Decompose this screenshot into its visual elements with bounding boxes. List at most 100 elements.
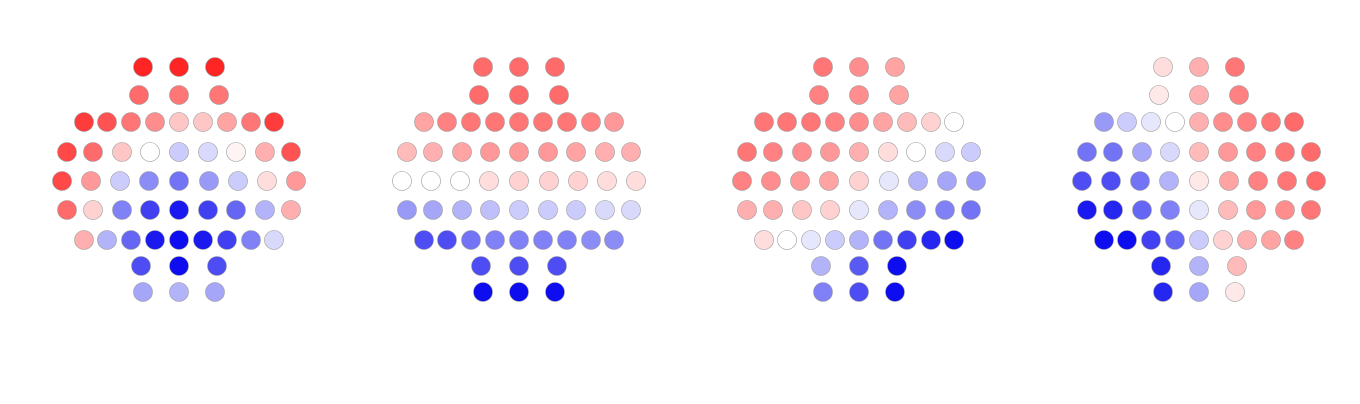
electrode-point [763, 142, 783, 162]
electrode-point [74, 112, 94, 132]
electrode-point [1284, 230, 1304, 250]
electrode-point [461, 230, 481, 250]
electrode-point [1306, 171, 1326, 191]
electrode-point [1213, 230, 1233, 250]
electrode-point [1225, 57, 1245, 77]
electrode-point [437, 112, 457, 132]
electrode-point [801, 230, 821, 250]
electrode-point [801, 112, 821, 132]
electrode-point [825, 112, 845, 132]
electrode-point [621, 142, 641, 162]
electrode-point [1141, 230, 1161, 250]
electrode-point [1189, 112, 1209, 132]
electrode-point [568, 171, 588, 191]
electrode-point [1219, 171, 1239, 191]
electrode-point [140, 142, 160, 162]
electrode-point [169, 230, 189, 250]
topomap-panel-3 [732, 57, 986, 302]
electrode-point [819, 171, 839, 191]
electrode-point [509, 256, 529, 276]
electrode-point [557, 112, 577, 132]
electrode-point [1165, 112, 1185, 132]
electrode-point [1301, 200, 1321, 220]
electrode-point [944, 230, 964, 250]
electrode-point [961, 200, 981, 220]
electrode-point [1130, 171, 1150, 191]
electrode-point [873, 230, 893, 250]
electrode-point [538, 142, 558, 162]
electrode-point [732, 171, 752, 191]
electrode-point [241, 112, 261, 132]
electrode-point [83, 200, 103, 220]
electrode-point [471, 256, 491, 276]
electrode-point [1101, 171, 1121, 191]
electrode-point [792, 200, 812, 220]
electrode-point [820, 142, 840, 162]
electrode-point [885, 57, 905, 77]
electrode-point [1237, 112, 1257, 132]
electrode-point [145, 112, 165, 132]
electrode-point [52, 171, 72, 191]
electrode-point [452, 200, 472, 220]
electrode-point [1189, 171, 1209, 191]
electrode-point [1141, 112, 1161, 132]
electrode-point [461, 112, 481, 132]
electrode-point [264, 230, 284, 250]
electrode-point [199, 171, 219, 191]
electrode-point [509, 142, 529, 162]
electrode-point [811, 256, 831, 276]
electrode-point [469, 85, 489, 105]
electrode-point [1153, 282, 1173, 302]
electrode-point [509, 200, 529, 220]
electrode-point [849, 142, 869, 162]
electrode-point [878, 142, 898, 162]
electrode-point [1077, 200, 1097, 220]
electrode-point [1160, 142, 1180, 162]
electrode-point [228, 171, 248, 191]
electrode-point [737, 142, 757, 162]
electrode-point [1072, 171, 1092, 191]
electrode-point [1094, 112, 1114, 132]
electrode-point [921, 230, 941, 250]
electrode-point [207, 256, 227, 276]
electrode-point [209, 85, 229, 105]
topomap-panel-4 [1072, 57, 1326, 302]
electrode-point [479, 171, 499, 191]
electrode-point [1189, 85, 1209, 105]
electrode-point [1225, 282, 1245, 302]
electrode-point [1246, 142, 1266, 162]
electrode-point [509, 171, 529, 191]
electrode-point [1149, 85, 1169, 105]
electrode-point [264, 112, 284, 132]
electrode-point [397, 200, 417, 220]
electrode-point [112, 142, 132, 162]
electrode-point [809, 85, 829, 105]
electrode-point [437, 230, 457, 250]
electrode-point [1218, 200, 1238, 220]
electrode-point [897, 230, 917, 250]
electrode-point [581, 112, 601, 132]
electrode-point [763, 200, 783, 220]
electrode-point [121, 112, 141, 132]
electrode-point [423, 200, 443, 220]
electrode-point [139, 171, 159, 191]
electrode-point [921, 112, 941, 132]
electrode-point [1189, 200, 1209, 220]
electrode-point [777, 112, 797, 132]
electrode-point [485, 230, 505, 250]
electrode-point [849, 200, 869, 220]
electrode-point [604, 230, 624, 250]
electrode-point [595, 142, 615, 162]
electrode-point [226, 142, 246, 162]
electrode-point [198, 200, 218, 220]
electrode-point [57, 142, 77, 162]
electrode-point [169, 85, 189, 105]
electrode-point [255, 142, 275, 162]
electrode-point [1189, 230, 1209, 250]
electrode-point [450, 171, 470, 191]
electrode-point [286, 171, 306, 191]
electrode-point [621, 200, 641, 220]
electrode-point [849, 282, 869, 302]
